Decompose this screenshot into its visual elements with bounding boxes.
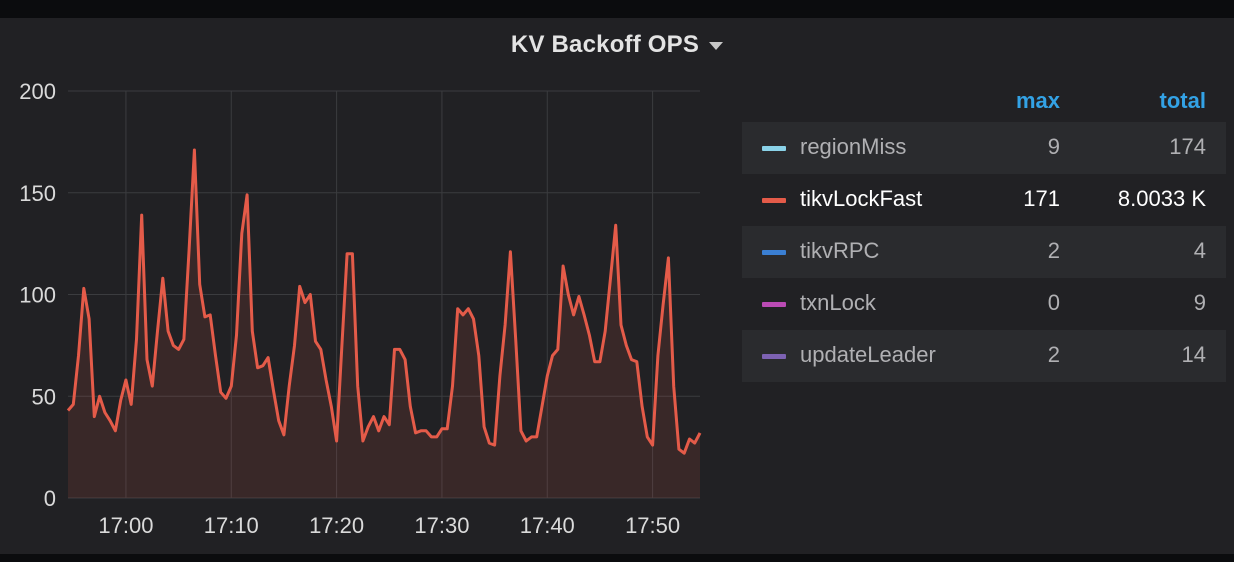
x-axis: 17:00 17:10 17:20 17:30 17:40 17:50: [98, 513, 680, 538]
x-tick-label: 17:20: [309, 513, 364, 538]
x-tick-label: 17:50: [625, 513, 680, 538]
legend-value-max: 2: [1047, 238, 1060, 263]
legend-value-total: 14: [1181, 342, 1206, 367]
legend-series-name: txnLock: [800, 290, 876, 315]
legend-header-total[interactable]: total: [1159, 88, 1206, 113]
legend-series-name: updateLeader: [800, 342, 936, 367]
legend-item-regionmiss[interactable]: regionMiss 9 174: [742, 122, 1226, 174]
panel-title[interactable]: KV Backoff OPS: [510, 31, 700, 58]
chart-series-line: [66, 148, 702, 455]
legend-item-txnlock[interactable]: txnLock 0 9: [742, 278, 1226, 330]
legend-item-updateleader[interactable]: updateLeader 2 14: [742, 330, 1226, 382]
x-tick-label: 17:00: [98, 513, 153, 538]
legend-swatch: [762, 198, 786, 203]
y-tick-label: 50: [32, 384, 56, 409]
legend-value-max: 171: [1023, 186, 1060, 211]
panel-header[interactable]: KV Backoff OPS: [0, 30, 1234, 60]
x-tick-label: 17:40: [520, 513, 575, 538]
legend-value-max: 9: [1047, 134, 1060, 159]
y-tick-label: 200: [19, 79, 56, 104]
legend-series-name: tikvLockFast: [800, 186, 923, 211]
legend-swatch: [762, 146, 786, 151]
legend-value-total: 9: [1193, 290, 1206, 315]
legend-swatch: [762, 302, 786, 307]
graph-panel: [0, 18, 1234, 554]
y-tick-label: 150: [19, 181, 56, 206]
legend-item-tikvrpc[interactable]: tikvRPC 2 4: [742, 226, 1226, 278]
y-axis: 0 50 100 150 200: [19, 79, 56, 511]
legend-series-name: tikvRPC: [800, 238, 880, 263]
legend-swatch: [762, 354, 786, 359]
x-tick-label: 17:10: [204, 513, 259, 538]
series-line: [66, 148, 702, 455]
y-tick-label: 0: [44, 486, 56, 511]
chart-grid: [68, 90, 700, 499]
legend-value-total: 8.0033 K: [1117, 186, 1206, 211]
legend-value-total: 174: [1169, 134, 1206, 159]
legend-swatch: [762, 250, 786, 255]
caret-down-icon[interactable]: [709, 42, 724, 50]
legend-item-tikvlockfast[interactable]: tikvLockFast 171 8.0033 K: [742, 174, 1226, 226]
y-tick-label: 100: [19, 283, 56, 308]
legend-header-max[interactable]: max: [1015, 88, 1060, 113]
x-tick-label: 17:30: [414, 513, 469, 538]
legend-value-max: 0: [1047, 290, 1060, 315]
legend-value-total: 4: [1193, 238, 1206, 263]
legend-series-name: regionMiss: [800, 134, 907, 159]
legend-value-max: 2: [1047, 342, 1060, 367]
